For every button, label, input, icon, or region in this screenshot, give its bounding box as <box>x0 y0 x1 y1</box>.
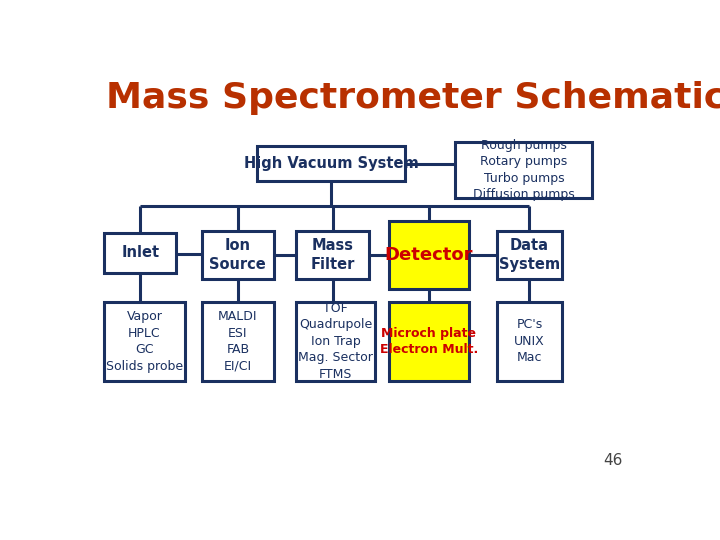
FancyBboxPatch shape <box>389 221 469 289</box>
Text: Data
System: Data System <box>499 238 560 272</box>
Text: High Vacuum System: High Vacuum System <box>244 156 419 171</box>
Text: MALDI
ESI
FAB
EI/CI: MALDI ESI FAB EI/CI <box>218 310 258 373</box>
FancyBboxPatch shape <box>297 231 369 279</box>
Text: TOF
Quadrupole
Ion Trap
Mag. Sector
FTMS: TOF Quadrupole Ion Trap Mag. Sector FTMS <box>298 302 373 381</box>
FancyBboxPatch shape <box>498 231 562 279</box>
FancyBboxPatch shape <box>297 302 374 381</box>
Text: PC's
UNIX
Mac: PC's UNIX Mac <box>514 318 545 365</box>
FancyBboxPatch shape <box>456 141 593 198</box>
Text: Ion
Source: Ion Source <box>210 238 266 272</box>
FancyBboxPatch shape <box>498 302 562 381</box>
Text: Microch plate
Electron Mult.: Microch plate Electron Mult. <box>380 327 478 356</box>
Text: Rough pumps
Rotary pumps
Turbo pumps
Diffusion pumps: Rough pumps Rotary pumps Turbo pumps Dif… <box>473 139 575 201</box>
FancyBboxPatch shape <box>202 302 274 381</box>
FancyBboxPatch shape <box>258 146 405 181</box>
Text: Mass
Filter: Mass Filter <box>310 238 355 272</box>
Text: 46: 46 <box>603 453 623 468</box>
FancyBboxPatch shape <box>202 231 274 279</box>
Text: Vapor
HPLC
GC
Solids probe: Vapor HPLC GC Solids probe <box>106 310 183 373</box>
FancyBboxPatch shape <box>389 302 469 381</box>
Text: Mass Spectrometer Schematic: Mass Spectrometer Schematic <box>106 82 720 116</box>
Text: Inlet: Inlet <box>121 246 159 260</box>
FancyBboxPatch shape <box>104 302 185 381</box>
Text: Detector: Detector <box>384 246 473 264</box>
FancyBboxPatch shape <box>104 233 176 273</box>
